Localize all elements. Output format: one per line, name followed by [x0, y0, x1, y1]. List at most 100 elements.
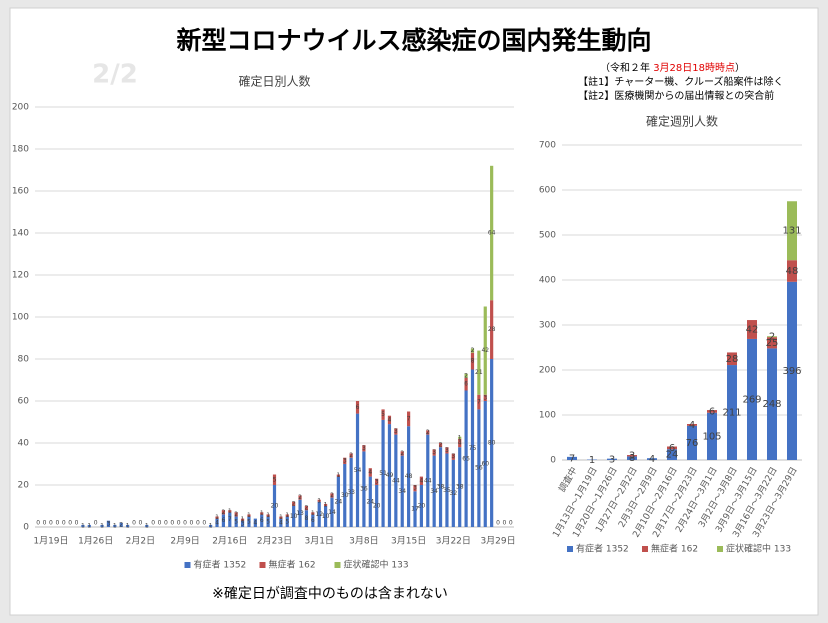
y-tick-label: 160	[12, 187, 29, 197]
bar-segment	[426, 434, 430, 527]
value-label: 6	[464, 381, 468, 388]
bar-segment	[687, 425, 697, 460]
bar-segment	[426, 430, 430, 435]
bar-segment	[458, 436, 462, 439]
bar-segment	[221, 510, 226, 515]
bar-segment	[234, 512, 238, 517]
bar-segment	[113, 524, 117, 527]
bar-segment	[304, 506, 309, 511]
bar-segment	[413, 491, 417, 527]
value-label: 5	[266, 518, 270, 525]
value-label: 25	[766, 338, 779, 349]
bar-segment	[298, 495, 302, 500]
value-label: 2	[221, 509, 225, 516]
bar-segment	[747, 338, 757, 460]
value-label: 211	[722, 408, 741, 419]
value-label: 38	[437, 484, 445, 491]
value-label: 80	[488, 440, 496, 447]
legend-label: 有症者 1352	[576, 543, 629, 555]
value-label: 0	[196, 520, 200, 527]
value-label: 4	[419, 477, 423, 484]
bar-segment	[747, 320, 757, 339]
bar-segment	[787, 201, 797, 261]
y-tick-label: 200	[539, 366, 556, 376]
bar-segment	[317, 499, 321, 502]
bar-segment	[470, 352, 475, 370]
value-label: 2	[330, 492, 334, 499]
bar-segment	[336, 474, 340, 477]
value-label: 0	[94, 520, 98, 527]
bar-segment	[381, 409, 385, 420]
value-label: 3	[629, 451, 635, 462]
y-tick-label: 140	[12, 229, 29, 239]
value-label: 1	[100, 522, 104, 529]
value-label: 0	[36, 520, 40, 527]
value-label: 17	[411, 506, 419, 513]
bar-segment	[381, 419, 385, 527]
value-label: 4	[458, 440, 462, 447]
bar-segment	[407, 411, 411, 427]
bar-segment	[567, 456, 577, 460]
value-label: 38	[456, 484, 464, 491]
x-tick-label: 1月26日	[78, 536, 113, 547]
value-label: 8	[305, 515, 309, 522]
bar-segment	[266, 516, 270, 527]
value-label: 4	[215, 519, 219, 526]
bar-segment	[727, 352, 737, 366]
bar-segment	[458, 447, 462, 527]
bar-segment	[234, 516, 238, 527]
value-label: 20	[373, 503, 381, 510]
bar-segment	[106, 520, 111, 527]
bar-segment	[464, 377, 468, 391]
bar-segment	[727, 365, 737, 460]
value-label: 24	[666, 450, 679, 461]
value-label: 4	[279, 519, 283, 526]
y-tick-label: 300	[539, 321, 556, 331]
legend-swatch	[567, 546, 573, 552]
chart-title: 確定日別人数	[238, 74, 310, 89]
value-label: 34	[430, 488, 438, 495]
value-label: 0	[202, 520, 206, 527]
bar-segment	[221, 514, 226, 527]
bar-segment	[100, 524, 104, 527]
bar-segment	[362, 445, 366, 452]
bar-segment	[247, 514, 251, 517]
value-label: 42	[481, 347, 489, 354]
value-label: 8	[471, 358, 475, 365]
bar-segment	[253, 518, 257, 527]
value-label: 269	[742, 394, 761, 405]
value-label: 24	[366, 498, 374, 505]
bar-segment	[407, 426, 411, 527]
page-title: 新型コロナウイルス感染症の国内発生動向	[176, 26, 651, 55]
bar-segment	[375, 485, 379, 527]
y-tick-label: 0	[23, 523, 29, 533]
value-label: 2	[298, 494, 302, 501]
bar-segment	[387, 415, 392, 425]
bar-segment	[330, 497, 334, 527]
value-label: 49	[386, 472, 394, 479]
y-tick-label: 600	[539, 186, 556, 196]
bar-segment	[343, 464, 347, 527]
bar-segment	[419, 476, 423, 485]
y-tick-label: 120	[12, 271, 29, 281]
x-tick-label: 3月8日	[349, 536, 378, 547]
value-label: 3	[609, 454, 615, 465]
value-label: 0	[164, 520, 168, 527]
value-label: 2	[426, 429, 430, 436]
value-label: 20	[271, 503, 279, 510]
value-label: 0	[177, 520, 181, 527]
value-label: 3	[432, 449, 436, 456]
x-tick-label: 3月29日	[480, 536, 515, 547]
bar-segment	[667, 446, 677, 450]
y-tick-label: 80	[18, 355, 30, 365]
value-label: 75	[469, 445, 477, 452]
value-label: 2	[119, 521, 123, 528]
bar-segment	[260, 514, 264, 527]
bar-segment	[451, 453, 455, 460]
bar-segment	[87, 524, 91, 527]
value-label: 3	[394, 428, 398, 435]
value-label: 3	[413, 485, 417, 492]
value-label: 6	[260, 517, 264, 524]
value-label: 1	[336, 472, 340, 479]
bar-segment	[627, 456, 637, 460]
